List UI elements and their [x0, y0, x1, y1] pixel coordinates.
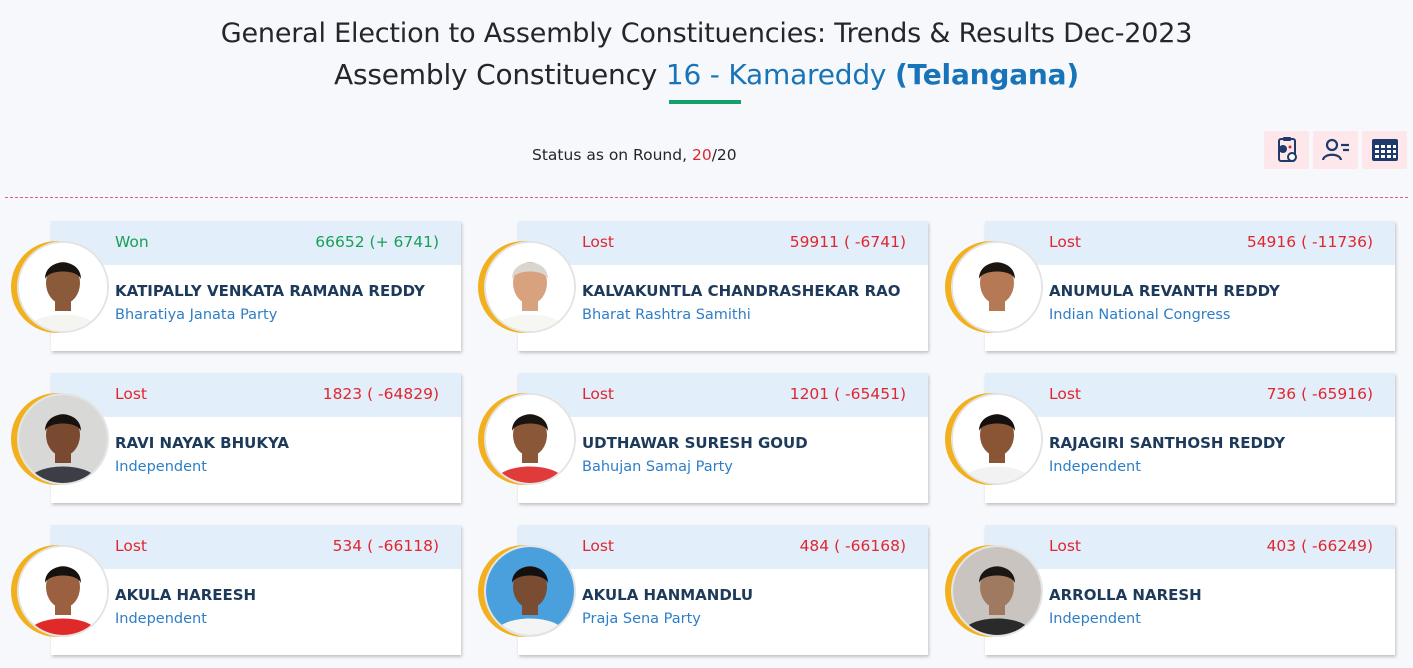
current-round: 20	[691, 146, 712, 164]
result-status: Lost	[1049, 537, 1081, 555]
candidate-card[interactable]: Lost 484 ( -66168) AKULA HANMANDLU Praja…	[478, 525, 928, 655]
page-title: General Election to Assembly Constituenc…	[220, 18, 1193, 49]
candidate-card[interactable]: Lost 1201 ( -65451) UDTHAWAR SURESH GOUD…	[478, 373, 928, 503]
candidate-card-body: Lost 484 ( -66168) AKULA HANMANDLU Praja…	[518, 525, 928, 655]
candidate-photo	[951, 393, 1043, 485]
user-list-icon	[1321, 138, 1349, 161]
result-bar	[518, 525, 928, 569]
result-status: Won	[115, 233, 149, 251]
candidate-name: UDTHAWAR SURESH GOUD	[582, 434, 808, 452]
party-name[interactable]: Bharatiya Janata Party	[115, 307, 278, 323]
candidate-name: ARROLLA NARESH	[1049, 586, 1202, 604]
candidate-name: RAVI NAYAK BHUKYA	[115, 434, 289, 452]
candidate-photo	[17, 545, 109, 637]
round-status: Status as on Round, 20/20	[532, 146, 737, 164]
candidate-name: ANUMULA REVANTH REDDY	[1049, 282, 1280, 300]
candidate-report-button[interactable]	[1264, 131, 1309, 169]
result-bar	[518, 221, 928, 265]
state-name: (Telangana)	[894, 58, 1079, 91]
candidate-card[interactable]: Lost 403 ( -66249) ARROLLA NARESH Indepe…	[945, 525, 1395, 655]
result-status: Lost	[1049, 233, 1081, 251]
candidate-name: RAJAGIRI SANTHOSH REDDY	[1049, 434, 1286, 452]
party-name[interactable]: Indian National Congress	[1049, 307, 1231, 323]
candidate-name: AKULA HAREESH	[115, 586, 257, 604]
constituency-name: 16 - Kamareddy	[665, 58, 887, 91]
table-view-button[interactable]	[1362, 131, 1407, 169]
party-name[interactable]: Independent	[1049, 611, 1141, 627]
result-status: Lost	[1049, 385, 1081, 403]
vote-count: 1823 ( -64829)	[322, 385, 439, 403]
candidate-card[interactable]: Lost 59911 ( -6741) KALVAKUNTLA CHANDRAS…	[478, 221, 928, 351]
vote-count: 54916 ( -11736)	[1246, 233, 1373, 251]
vote-count: 736 ( -65916)	[1266, 385, 1373, 403]
candidate-card[interactable]: Lost 736 ( -65916) RAJAGIRI SANTHOSH RED…	[945, 373, 1395, 503]
candidate-card[interactable]: Lost 54916 ( -11736) ANUMULA REVANTH RED…	[945, 221, 1395, 351]
candidate-photo	[484, 393, 576, 485]
party-name[interactable]: Independent	[115, 611, 207, 627]
party-name[interactable]: Independent	[115, 459, 207, 475]
candidate-card-body: Lost 54916 ( -11736) ANUMULA REVANTH RED…	[985, 221, 1395, 351]
party-name[interactable]: Bharat Rashtra Samithi	[582, 307, 751, 323]
candidate-photo	[951, 545, 1043, 637]
candidate-name: KATIPALLY VENKATA RAMANA REDDY	[115, 282, 425, 300]
candidate-name: KALVAKUNTLA CHANDRASHEKAR RAO	[582, 282, 901, 300]
ac-prefix: Assembly Constituency	[334, 58, 658, 91]
user-list-button[interactable]	[1313, 131, 1358, 169]
candidate-photo	[484, 241, 576, 333]
result-bar	[985, 525, 1395, 569]
candidate-card-body: Lost 534 ( -66118) AKULA HAREESH Indepen…	[51, 525, 461, 655]
result-status: Lost	[115, 537, 147, 555]
candidate-card-body: Lost 403 ( -66249) ARROLLA NARESH Indepe…	[985, 525, 1395, 655]
vote-count: 484 ( -66168)	[799, 537, 906, 555]
title-underline	[669, 100, 741, 104]
party-name[interactable]: Praja Sena Party	[582, 611, 701, 627]
vote-count: 534 ( -66118)	[332, 537, 439, 555]
candidate-photo	[484, 545, 576, 637]
page-header: General Election to Assembly Constituenc…	[0, 14, 1413, 96]
result-status: Lost	[582, 385, 614, 403]
result-bar	[985, 373, 1395, 417]
result-status: Lost	[582, 233, 614, 251]
candidate-card[interactable]: Won 66652 (+ 6741) KATIPALLY VENKATA RAM…	[11, 221, 461, 351]
candidate-photo	[17, 241, 109, 333]
candidate-photo	[17, 393, 109, 485]
result-bar	[51, 525, 461, 569]
vote-count: 66652 (+ 6741)	[315, 233, 439, 251]
result-bar	[985, 221, 1395, 265]
result-bar	[51, 373, 461, 417]
candidate-card-body: Won 66652 (+ 6741) KATIPALLY VENKATA RAM…	[51, 221, 461, 351]
table-grid-icon	[1371, 139, 1398, 161]
candidate-card-body: Lost 1823 ( -64829) RAVI NAYAK BHUKYA In…	[51, 373, 461, 503]
total-rounds: /20	[711, 146, 737, 164]
vote-count: 403 ( -66249)	[1266, 537, 1373, 555]
party-name[interactable]: Independent	[1049, 459, 1141, 475]
party-name[interactable]: Bahujan Samaj Party	[582, 459, 733, 475]
section-divider	[5, 197, 1408, 198]
candidate-card-body: Lost 59911 ( -6741) KALVAKUNTLA CHANDRAS…	[518, 221, 928, 351]
result-bar	[51, 221, 461, 265]
candidate-card-body: Lost 1201 ( -65451) UDTHAWAR SURESH GOUD…	[518, 373, 928, 503]
result-status: Lost	[582, 537, 614, 555]
candidate-name: AKULA HANMANDLU	[582, 586, 753, 604]
vote-count: 1201 ( -65451)	[789, 385, 906, 403]
candidate-card-body: Lost 736 ( -65916) RAJAGIRI SANTHOSH RED…	[985, 373, 1395, 503]
candidate-card[interactable]: Lost 534 ( -66118) AKULA HAREESH Indepen…	[11, 525, 461, 655]
vote-count: 59911 ( -6741)	[789, 233, 906, 251]
constituency-title: Assembly Constituency 16 - Kamareddy (Te…	[0, 54, 1413, 96]
candidate-card[interactable]: Lost 1823 ( -64829) RAVI NAYAK BHUKYA In…	[11, 373, 461, 503]
result-bar	[518, 373, 928, 417]
round-status-label: Status as on Round,	[532, 146, 688, 164]
candidate-report-icon	[1277, 137, 1297, 162]
result-status: Lost	[115, 385, 147, 403]
candidate-photo	[951, 241, 1043, 333]
